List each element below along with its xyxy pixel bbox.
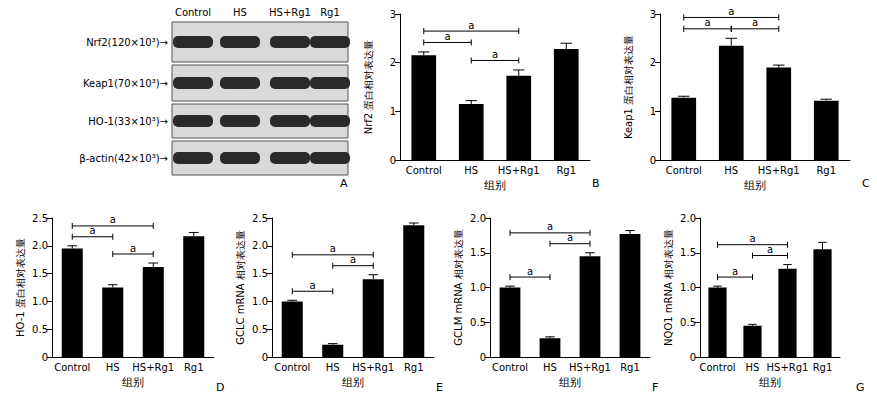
svg-text:a: a [752, 17, 758, 28]
svg-text:E: E [436, 381, 443, 394]
svg-text:HO-1(33×10³)→: HO-1(33×10³)→ [88, 116, 168, 127]
svg-text:Rg1: Rg1 [816, 165, 836, 176]
svg-text:0.5: 0.5 [470, 317, 486, 328]
svg-text:Rg1: Rg1 [320, 7, 340, 18]
svg-text:0: 0 [650, 155, 656, 166]
svg-text:Control: Control [54, 362, 90, 373]
svg-text:0.5: 0.5 [680, 317, 696, 328]
svg-text:Control: Control [175, 7, 211, 18]
svg-text:HS+Rg1: HS+Rg1 [758, 165, 800, 176]
svg-text:C: C [862, 177, 870, 190]
svg-text:HS: HS [464, 165, 478, 176]
svg-text:a: a [130, 243, 136, 254]
svg-text:HS+Rg1: HS+Rg1 [498, 165, 540, 176]
svg-text:Rg1: Rg1 [813, 362, 833, 373]
svg-text:HS+Rg1: HS+Rg1 [269, 7, 311, 18]
svg-text:0: 0 [690, 352, 696, 363]
svg-text:Control: Control [699, 362, 735, 373]
svg-text:1.0: 1.0 [680, 282, 696, 293]
svg-text:A: A [340, 177, 348, 190]
svg-text:1.0: 1.0 [470, 282, 486, 293]
svg-text:HS: HS [326, 362, 340, 373]
svg-text:组别: 组别 [759, 376, 781, 389]
svg-text:1: 1 [650, 106, 656, 117]
svg-text:2.0: 2.0 [252, 240, 268, 251]
svg-text:0.5: 0.5 [252, 324, 268, 335]
svg-text:0: 0 [42, 352, 48, 363]
svg-text:2.0: 2.0 [32, 240, 48, 251]
svg-text:2.5: 2.5 [32, 213, 48, 224]
svg-text:HS: HS [543, 362, 557, 373]
svg-text:Control: Control [406, 165, 442, 176]
svg-text:a: a [492, 49, 498, 60]
svg-text:Rg1: Rg1 [184, 362, 204, 373]
svg-text:Rg1: Rg1 [620, 362, 640, 373]
svg-text:Nrf2 蛋白相对表达量: Nrf2 蛋白相对表达量 [363, 40, 374, 135]
svg-text:HS+Rg1: HS+Rg1 [132, 362, 174, 373]
svg-text:a: a [728, 6, 734, 17]
svg-text:HS+Rg1: HS+Rg1 [767, 362, 809, 373]
svg-text:GCLC mRNA 相对表达量: GCLC mRNA 相对表达量 [235, 230, 246, 345]
svg-text:D: D [216, 381, 224, 394]
svg-text:组别: 组别 [342, 376, 364, 389]
svg-text:1.0: 1.0 [252, 296, 268, 307]
svg-text:Keap1 蛋白相对表达量: Keap1 蛋白相对表达量 [623, 35, 634, 139]
svg-text:a: a [749, 233, 755, 244]
svg-text:HS+Rg1: HS+Rg1 [352, 362, 394, 373]
svg-text:3: 3 [650, 9, 656, 20]
svg-text:组别: 组别 [744, 179, 766, 192]
svg-text:1.0: 1.0 [32, 296, 48, 307]
svg-text:Keap1(70×10³)→: Keap1(70×10³)→ [83, 78, 168, 89]
svg-text:1.5: 1.5 [32, 268, 48, 279]
svg-text:B: B [592, 177, 600, 190]
svg-text:Control: Control [492, 362, 528, 373]
svg-text:2.0: 2.0 [470, 213, 486, 224]
svg-text:2.5: 2.5 [252, 213, 268, 224]
svg-text:0: 0 [480, 352, 486, 363]
svg-text:HS: HS [746, 362, 760, 373]
svg-text:HO-1 蛋白相对表达量: HO-1 蛋白相对表达量 [15, 238, 26, 337]
svg-text:a: a [527, 266, 533, 277]
svg-text:a: a [110, 214, 116, 225]
svg-text:NQO1 mRNA 相对表达量: NQO1 mRNA 相对表达量 [663, 229, 674, 346]
svg-text:Rg1: Rg1 [404, 362, 424, 373]
svg-text:a: a [704, 17, 710, 28]
svg-text:组别: 组别 [122, 376, 144, 389]
svg-text:a: a [767, 244, 773, 255]
svg-text:HS+Rg1: HS+Rg1 [569, 362, 611, 373]
svg-text:a: a [89, 225, 95, 236]
svg-text:a: a [547, 221, 553, 232]
svg-text:a: a [468, 20, 474, 31]
svg-text:a: a [350, 254, 356, 265]
svg-text:0: 0 [390, 155, 396, 166]
svg-text:1.5: 1.5 [252, 268, 268, 279]
svg-text:2.0: 2.0 [680, 213, 696, 224]
svg-text:0.5: 0.5 [32, 324, 48, 335]
svg-text:组别: 组别 [559, 376, 581, 389]
svg-text:F: F [652, 381, 658, 394]
svg-text:a: a [567, 232, 573, 243]
svg-text:1.5: 1.5 [470, 247, 486, 258]
svg-text:Rg1: Rg1 [556, 165, 576, 176]
svg-text:0: 0 [262, 352, 268, 363]
svg-text:2: 2 [650, 57, 656, 68]
svg-text:3: 3 [390, 9, 396, 20]
svg-text:Nrf2(120×10³)→: Nrf2(120×10³)→ [86, 37, 168, 48]
svg-text:HS: HS [233, 7, 247, 18]
svg-text:a: a [330, 243, 336, 254]
svg-text:G: G [856, 381, 865, 394]
svg-text:Control: Control [274, 362, 310, 373]
svg-text:1: 1 [390, 106, 396, 117]
svg-text:1.5: 1.5 [680, 247, 696, 258]
svg-text:a: a [309, 280, 315, 291]
svg-text:组别: 组别 [484, 179, 506, 192]
svg-text:GCLM mRNA 相对表达量: GCLM mRNA 相对表达量 [453, 229, 464, 345]
svg-text:β-actin(42×10³)→: β-actin(42×10³)→ [79, 153, 168, 164]
svg-text:a: a [732, 266, 738, 277]
svg-text:a: a [444, 31, 450, 42]
svg-text:2: 2 [390, 57, 396, 68]
svg-text:HS: HS [724, 165, 738, 176]
svg-text:Control: Control [666, 165, 702, 176]
svg-text:HS: HS [106, 362, 120, 373]
